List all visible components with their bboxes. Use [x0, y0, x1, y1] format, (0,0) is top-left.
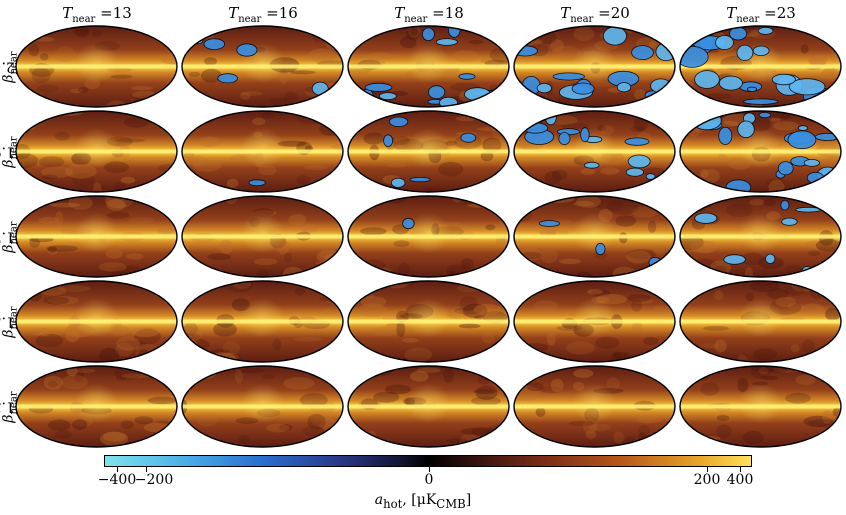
colorbar-tick — [117, 467, 118, 472]
column-sub: near — [570, 14, 594, 25]
sky-map — [513, 110, 676, 193]
column-symbol: T — [228, 4, 239, 22]
column-value: =18 — [432, 4, 464, 22]
sky-map — [347, 280, 510, 363]
column-value: =23 — [764, 4, 796, 22]
sky-map — [347, 110, 510, 193]
sky-map — [679, 280, 842, 363]
colorbar-tick-label: −400 — [97, 472, 137, 488]
sky-map — [181, 25, 344, 108]
column-symbol: T — [62, 4, 73, 22]
colorbar-tick-label: 400 — [726, 472, 754, 488]
column-title: Tnear =23 — [678, 4, 844, 25]
sky-map — [181, 110, 344, 193]
sky-map — [679, 110, 842, 193]
sky-map — [181, 280, 344, 363]
colorbar-tick — [740, 467, 741, 472]
column-title: Tnear =13 — [14, 4, 180, 25]
column-title: Tnear =20 — [512, 4, 678, 25]
sky-map — [347, 25, 510, 108]
sky-map — [679, 365, 842, 448]
colorbar-tick-label: 0 — [424, 472, 434, 488]
column-symbol: T — [394, 4, 405, 22]
colorbar-tick — [429, 467, 430, 472]
colorbar-label: ahot, [μKCMB] — [374, 492, 472, 511]
column-sub: near — [736, 14, 760, 25]
column-symbol: T — [560, 4, 571, 22]
sky-map — [347, 365, 510, 448]
sky-map — [513, 280, 676, 363]
colorbar-tick-label: 200 — [693, 472, 721, 488]
colorbar-tick — [707, 467, 708, 472]
colorbar-tick-label: −200 — [134, 472, 174, 488]
column-symbol: T — [726, 4, 737, 22]
sky-map — [679, 25, 842, 108]
sky-map — [513, 365, 676, 448]
colorbar-tick — [146, 467, 147, 472]
sky-map — [15, 195, 178, 278]
sky-map — [181, 195, 344, 278]
sky-map — [181, 365, 344, 448]
column-sub: near — [404, 14, 428, 25]
column-value: =16 — [266, 4, 298, 22]
column-value: =20 — [598, 4, 630, 22]
sky-map — [513, 195, 676, 278]
column-title: Tnear =18 — [346, 4, 512, 25]
sky-map — [347, 195, 510, 278]
column-value: =13 — [100, 4, 132, 22]
column-title: Tnear =16 — [180, 4, 346, 25]
column-sub: near — [72, 14, 96, 25]
colorbar — [104, 455, 752, 467]
sky-map — [15, 365, 178, 448]
sky-map — [15, 280, 178, 363]
sky-map — [15, 110, 178, 193]
column-sub: near — [238, 14, 262, 25]
sky-map — [15, 25, 178, 108]
sky-map — [679, 195, 842, 278]
sky-map — [513, 25, 676, 108]
